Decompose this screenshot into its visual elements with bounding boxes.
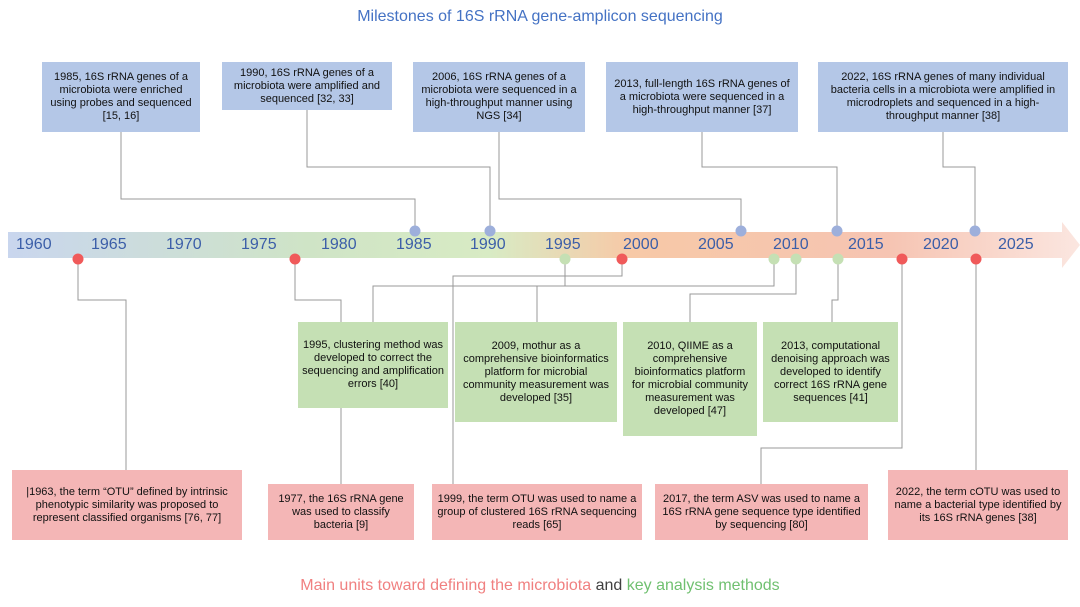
year-label: 2015: [848, 236, 884, 253]
connector-lines: [77, 110, 977, 484]
year-label: 1970: [166, 236, 202, 253]
year-label: 1965: [91, 236, 127, 253]
year-label: 2005: [698, 236, 734, 253]
legend-units: Main units toward defining the microbiot…: [300, 577, 592, 594]
year-label: 1960: [16, 236, 52, 253]
top-dots: [409, 225, 981, 237]
year-label: 1995: [545, 236, 581, 253]
milestone-box-2006: 2006, 16S rRNA genes of a microbiota wer…: [413, 62, 585, 132]
milestone-box-1990: 1990, 16S rRNA genes of a microbiota wer…: [222, 62, 392, 110]
dot-1977: [289, 253, 301, 265]
year-label: 2025: [998, 236, 1034, 253]
year-label: 1975: [241, 236, 277, 253]
dot-1999: [616, 253, 628, 265]
red-dots: [72, 253, 982, 265]
method-box-1995: 1995, clustering method was developed to…: [298, 322, 448, 408]
unit-box-1963: |1963, the term “OTU” defined by intrins…: [12, 470, 242, 540]
dot-1990: [484, 225, 496, 237]
milestone-box-2022: 2022, 16S rRNA genes of many individual …: [818, 62, 1068, 132]
dot-1985: [409, 225, 421, 237]
milestone-box-2013: 2013, full-length 16S rRNA genes of a mi…: [606, 62, 798, 132]
dot-2022-top: [969, 225, 981, 237]
dot-2010: [790, 253, 802, 265]
unit-box-2017: 2017, the term ASV was used to name a 16…: [655, 484, 868, 540]
dot-2009: [768, 253, 780, 265]
diagram-title: Milestones of 16S rRNA gene-amplicon seq…: [357, 8, 723, 25]
dot-2013-top: [831, 225, 843, 237]
dot-1995: [559, 253, 571, 265]
year-label: 1990: [470, 236, 506, 253]
dot-2013-green: [832, 253, 844, 265]
unit-box-2022: 2022, the term cOTU was used to name a b…: [888, 470, 1068, 540]
year-label: 2010: [773, 236, 809, 253]
method-box-2009: 2009, mothur as a comprehensive bioinfor…: [455, 322, 617, 422]
legend-methods: key analysis methods: [626, 577, 780, 594]
dot-2006: [735, 225, 747, 237]
legend-and: and: [591, 577, 627, 594]
dot-1963: [72, 253, 84, 265]
milestone-box-1985: 1985, 16S rRNA genes of a microbiota wer…: [42, 62, 200, 132]
year-label: 2020: [923, 236, 959, 253]
unit-box-1977: 1977, the 16S rRNA gene was used to clas…: [268, 484, 414, 540]
green-dots: [559, 253, 844, 265]
method-box-2013: 2013, computational denoising approach w…: [763, 322, 898, 422]
unit-box-1999: 1999, the term OTU was used to name a gr…: [432, 484, 642, 540]
year-label: 2000: [623, 236, 659, 253]
dot-2022-red: [970, 253, 982, 265]
dot-2017: [896, 253, 908, 265]
year-label: 1985: [396, 236, 432, 253]
year-label: 1980: [321, 236, 357, 253]
legend-footer: Main units toward defining the microbiot…: [0, 577, 1080, 595]
method-box-2010: 2010, QIIME as a comprehensive bioinform…: [623, 322, 757, 436]
timeline-arrow: [8, 222, 1080, 268]
